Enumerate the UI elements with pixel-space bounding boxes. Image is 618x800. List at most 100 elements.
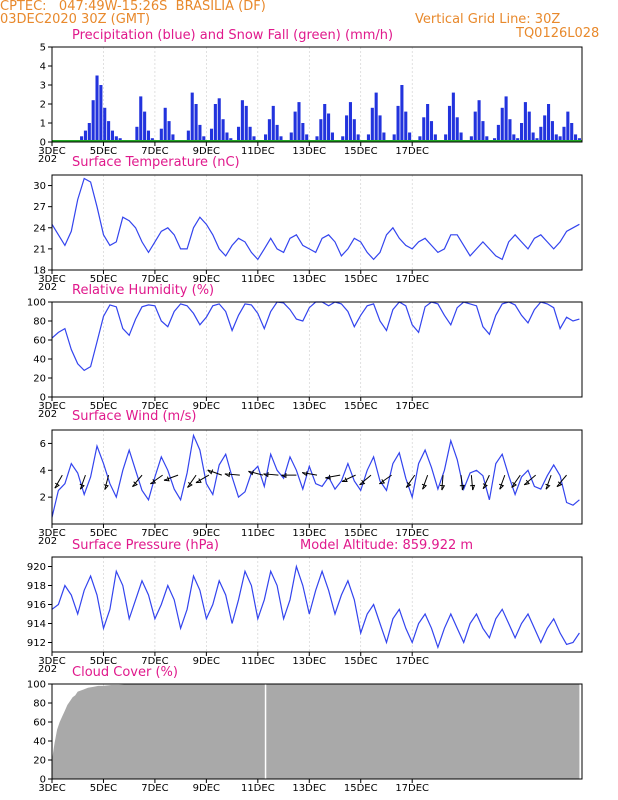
- precip-xtick-label: 17DEC: [395, 146, 429, 157]
- precip-bar: [426, 104, 430, 142]
- wind-xtick-label: 11DEC: [241, 528, 275, 539]
- precip-bar: [163, 107, 167, 142]
- wind-vector-head: [150, 479, 157, 485]
- wind-vector-head: [545, 483, 551, 490]
- precip-bar: [135, 126, 139, 142]
- rh-xtick-label: 5DEC: [90, 401, 117, 412]
- cloud-ytick-label: 100: [27, 680, 46, 691]
- precip-bar: [382, 132, 386, 142]
- precip-bar: [469, 136, 473, 142]
- precip-bar: [315, 136, 319, 142]
- precip-bar: [422, 117, 426, 142]
- precip-bar: [408, 132, 412, 142]
- pres-ytick-label: 920: [27, 562, 46, 573]
- wind-vector: [187, 474, 197, 488]
- wind-vector: [150, 474, 163, 485]
- precip-bar: [264, 134, 268, 142]
- precip-bar: [319, 119, 323, 142]
- cloud-ytick-label: 80: [33, 699, 46, 710]
- precip-bar: [289, 132, 293, 142]
- wind-vector: [441, 475, 444, 491]
- precip-bar: [213, 104, 217, 142]
- precip-bar: [114, 136, 118, 142]
- precip-bar: [455, 117, 459, 142]
- rh-ytick-label: 80: [33, 317, 46, 328]
- rh-xtick-label: 3DEC: [38, 401, 65, 412]
- precip-xtick-label: 5DEC: [90, 146, 117, 157]
- wind-xtick-label: 15DEC: [344, 528, 378, 539]
- precip-bar: [91, 100, 95, 142]
- pres-ytick-label: 914: [27, 619, 46, 630]
- precip-year-stub: 202: [38, 154, 57, 165]
- wind-vector-head: [54, 482, 60, 489]
- pres-xtick-label: 5DEC: [90, 656, 117, 667]
- wind-ytick-label: 6: [40, 439, 46, 450]
- pres-xtick-label: 13DEC: [292, 656, 326, 667]
- wind-vector: [163, 474, 179, 481]
- temp-xtick-label: 3DEC: [38, 274, 65, 285]
- precip-bar: [356, 134, 360, 142]
- precip-bar: [512, 134, 516, 142]
- header-date: 03DEC2020 30Z (GMT): [0, 12, 151, 27]
- precip-bar: [103, 107, 107, 142]
- temp-xtick-label: 5DEC: [90, 274, 117, 285]
- cloud-xtick-label: 15DEC: [344, 783, 378, 794]
- precip-bar: [574, 134, 578, 142]
- precip-bar: [566, 111, 570, 142]
- precip-bar: [110, 130, 115, 142]
- precip-bar: [240, 100, 244, 142]
- pres-xtick-label: 17DEC: [395, 656, 429, 667]
- header-grid-note: Vertical Grid Line: 30Z: [415, 12, 561, 27]
- precip-bar: [508, 119, 512, 142]
- cloud-frame: [51, 683, 583, 780]
- precip-bar: [236, 126, 241, 142]
- rh-ytick-label: 0: [40, 393, 46, 404]
- wind-vector: [545, 474, 552, 490]
- precip-bar: [550, 121, 554, 142]
- precip-bar: [447, 105, 452, 142]
- precip-bar: [500, 107, 504, 142]
- precip-bar: [547, 104, 551, 142]
- precip-bar: [244, 105, 248, 142]
- precip-bar: [95, 75, 99, 142]
- wind-xtick-label: 7DEC: [141, 528, 168, 539]
- precip-bar: [562, 126, 566, 142]
- wind-vector: [523, 474, 537, 486]
- wind-vector-head: [263, 471, 269, 478]
- temp-ytick-label: 18: [33, 266, 46, 277]
- pres-xtick-label: 15DEC: [344, 656, 378, 667]
- precip-bar: [523, 102, 527, 142]
- wind-vector: [470, 475, 474, 491]
- precip-bar: [554, 134, 558, 142]
- precip-bar: [418, 136, 422, 142]
- precip-bar: [392, 134, 396, 142]
- precip-bar: [352, 119, 356, 142]
- temp-ytick-label: 21: [33, 244, 46, 255]
- wind-vector: [224, 473, 240, 476]
- rh-xtick-label: 7DEC: [141, 401, 168, 412]
- pres-ytick-label: 912: [27, 638, 46, 649]
- wind-vector-head: [341, 477, 348, 483]
- precip-bar: [267, 119, 271, 142]
- precip-bar: [378, 115, 382, 142]
- rh-frame: [51, 301, 583, 398]
- precip-bar: [527, 111, 531, 142]
- precip-bar: [543, 115, 547, 142]
- precip-bar: [198, 124, 202, 142]
- precip-bar: [323, 104, 327, 142]
- precip-bar: [366, 134, 370, 142]
- wind-vector-head: [482, 483, 488, 490]
- wind-vector-head: [405, 482, 412, 488]
- precip-bar: [400, 85, 404, 142]
- rh-series-line: [51, 301, 580, 372]
- wind-vector: [248, 470, 264, 476]
- pres-title: Surface Pressure (hPa): [72, 538, 219, 553]
- wind-vector-head: [325, 474, 331, 480]
- precip-bar: [459, 132, 463, 142]
- precip-ytick-label: 1: [40, 119, 46, 130]
- temp-xtick-label: 15DEC: [344, 274, 378, 285]
- precip-bar: [209, 128, 214, 142]
- precip-bar: [305, 134, 309, 142]
- precip-bar: [451, 92, 455, 142]
- wind-vector: [104, 474, 110, 490]
